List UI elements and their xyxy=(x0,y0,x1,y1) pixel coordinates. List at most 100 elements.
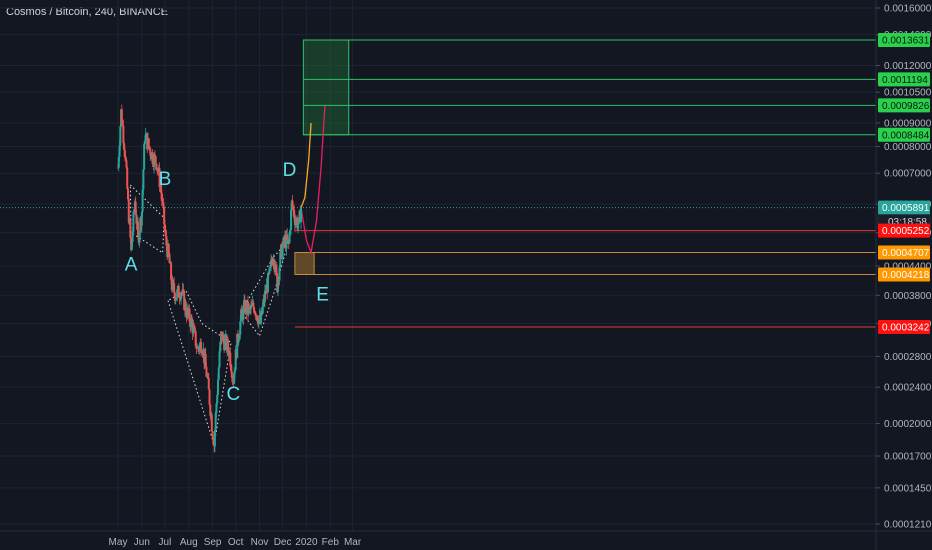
candle-body xyxy=(173,292,176,301)
candle-body xyxy=(175,297,178,300)
candle-body xyxy=(132,211,135,232)
y-tick-label: 0.0007000 xyxy=(884,169,932,180)
candle-body xyxy=(141,189,144,212)
candle-body xyxy=(198,344,201,351)
price-badge-entry xyxy=(878,245,930,260)
price-badge-target xyxy=(878,33,930,48)
x-tick-label: Feb xyxy=(322,537,340,548)
candle-body xyxy=(172,279,175,284)
candle-body xyxy=(275,264,278,274)
candle-body xyxy=(119,126,122,146)
candle-body xyxy=(260,311,263,324)
candle-body xyxy=(213,430,216,447)
candle-body xyxy=(160,192,163,202)
candle-body xyxy=(269,265,272,268)
candle-body xyxy=(267,273,270,275)
candle-body xyxy=(270,259,273,263)
candle-body xyxy=(247,307,250,314)
candle-body xyxy=(291,200,294,208)
candle-body xyxy=(219,341,222,352)
y-tick-label: 0.0004400 xyxy=(884,262,932,273)
candle-body xyxy=(297,217,300,225)
candle-body xyxy=(124,157,127,161)
price-badge-stop xyxy=(878,223,930,238)
candle-body xyxy=(135,214,138,224)
x-tick-label: Mar xyxy=(344,537,362,548)
x-tick-label: Jun xyxy=(134,537,150,548)
candle-body xyxy=(239,321,242,335)
candle-body xyxy=(168,253,171,264)
candle-body xyxy=(289,229,292,233)
candle-body xyxy=(236,333,239,343)
candle-body xyxy=(253,307,256,313)
price-badge-label: 0.0003242 xyxy=(882,323,930,334)
candle-body xyxy=(200,341,203,353)
wave-a-b-triangle xyxy=(129,183,165,254)
candle-body xyxy=(233,373,236,384)
candle-body xyxy=(216,394,219,404)
candle-body xyxy=(261,306,264,314)
y-tick-label: 0.0010500 xyxy=(884,88,932,99)
candle-body xyxy=(139,217,142,234)
candle-body xyxy=(294,220,297,226)
candle-body xyxy=(288,232,291,244)
candle-body xyxy=(127,199,130,223)
y-tick-label: 0.0016000 xyxy=(884,4,932,15)
candle-body xyxy=(134,201,137,215)
y-tick-label: 0.0002400 xyxy=(884,383,932,394)
candle-body xyxy=(136,221,139,237)
candle-body xyxy=(173,283,176,293)
candle-body xyxy=(208,389,211,405)
y-tick-label: 0.0009000 xyxy=(884,118,932,129)
x-tick-label: Dec xyxy=(274,537,292,548)
candle-body xyxy=(162,202,165,207)
candle-body xyxy=(276,280,279,292)
x-tick-label: Nov xyxy=(251,537,269,548)
candle-body xyxy=(230,371,233,378)
candle-body xyxy=(154,156,157,164)
candle-body xyxy=(117,167,119,169)
candle-body xyxy=(140,211,143,226)
candle-body xyxy=(138,233,141,243)
x-tick-label: Oct xyxy=(228,537,244,548)
candles xyxy=(117,104,303,453)
candle-body xyxy=(192,326,195,334)
candle-body xyxy=(226,339,229,350)
candle-body xyxy=(155,163,158,170)
chart-title: Cosmos / Bitcoin, 240, BINANCE xyxy=(6,6,169,18)
candle-body xyxy=(230,366,233,372)
candle-body xyxy=(250,304,253,310)
candle-body xyxy=(123,149,126,158)
candle-body xyxy=(238,334,241,340)
candle-body xyxy=(133,210,136,212)
price-badges: 0.00136310.00111940.00098260.00084840.00… xyxy=(877,33,931,335)
candle-body xyxy=(126,167,129,189)
x-tick-label: May xyxy=(109,537,128,548)
candle-body xyxy=(209,404,212,416)
y-tick-label: 0.0001450 xyxy=(884,483,932,494)
projection-path xyxy=(300,105,326,255)
candle-body xyxy=(120,109,123,125)
candle-body xyxy=(214,412,217,431)
candle-body xyxy=(180,292,183,300)
y-tick-label: 0.0001210 xyxy=(884,520,932,531)
candle-body xyxy=(273,259,276,269)
x-tick-label: Sep xyxy=(204,537,222,548)
price-badge-target xyxy=(878,98,930,113)
price-badge-label: 0.0008484 xyxy=(882,130,930,141)
candle-body xyxy=(178,297,181,299)
candle-body xyxy=(183,291,186,310)
candle-body xyxy=(250,304,253,306)
candle-body xyxy=(270,259,273,266)
candle-body xyxy=(268,267,271,274)
y-tick-label: 0.0002000 xyxy=(884,419,932,430)
candle-body xyxy=(281,246,284,259)
candle-body xyxy=(126,188,129,200)
candle-body xyxy=(256,315,259,321)
wave-b-c-triangle xyxy=(167,289,232,445)
candle-body xyxy=(151,152,154,164)
entry-zone xyxy=(294,252,315,275)
candle-body xyxy=(165,235,168,246)
price-badge-entry xyxy=(878,267,930,282)
